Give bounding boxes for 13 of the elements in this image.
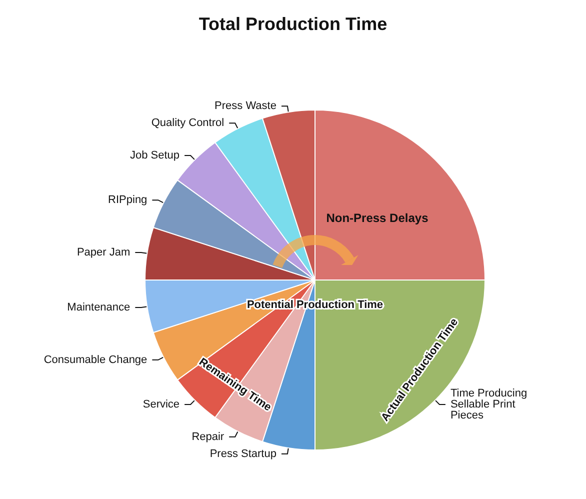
slice-label: Quality Control <box>151 117 224 130</box>
slice-label: Press Startup <box>210 448 276 460</box>
slice-label: Paper Jam <box>76 246 130 258</box>
slice-label: Service <box>142 398 180 410</box>
slice-label: Non-Press Delays <box>326 210 429 225</box>
chart-title: Total Production Time <box>198 14 388 34</box>
slice-label: Time Producing Sellable Print Pieces <box>450 387 530 422</box>
slice-label: Repair <box>192 430 224 443</box>
slice-label: Maintenance <box>67 302 130 314</box>
slice-label: Job Setup <box>130 150 180 162</box>
slice-label: Consumable Change <box>44 354 148 366</box>
slice-label: RIPping <box>108 194 148 206</box>
slice-label: Press Waste <box>214 100 276 112</box>
